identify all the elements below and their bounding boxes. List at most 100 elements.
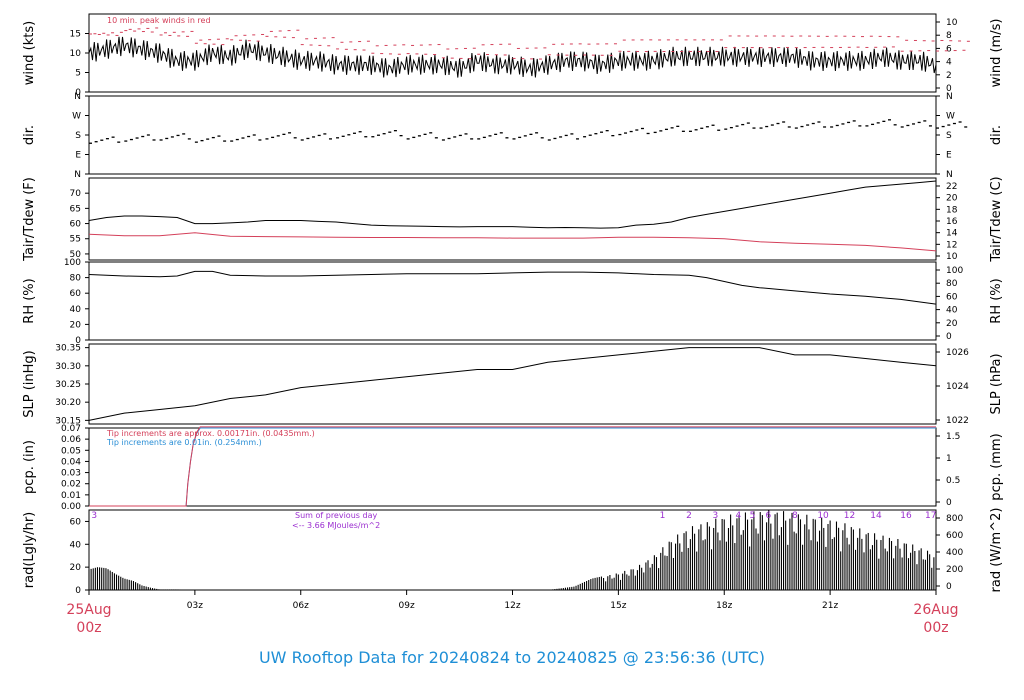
rad-hour-label: 2 <box>686 511 692 521</box>
ytick-label: 40 <box>70 305 82 315</box>
x-time-label: 00z <box>923 620 948 636</box>
peak-wind-mark <box>719 39 723 41</box>
ytick-label-right: 8 <box>946 31 952 41</box>
dir-point <box>865 125 869 127</box>
peak-wind-mark <box>547 54 551 56</box>
peak-wind-mark <box>340 41 344 43</box>
peak-wind-mark <box>411 44 415 46</box>
peak-wind-mark <box>794 47 798 49</box>
dir-point <box>752 127 756 129</box>
peak-wind-mark <box>486 54 490 56</box>
peak-wind-mark <box>591 54 595 56</box>
ytick-label: 20 <box>70 320 82 330</box>
ytick-label: 50 <box>70 250 82 260</box>
peak-wind-mark <box>93 33 97 35</box>
dir-point <box>588 134 592 136</box>
dir-point <box>694 129 698 131</box>
dir-point <box>464 133 468 135</box>
dir-point <box>293 137 297 139</box>
peak-wind-mark <box>574 54 578 56</box>
dir-point <box>282 133 286 135</box>
dir-point <box>947 124 951 126</box>
peak-wind-mark <box>261 33 265 35</box>
ytick-label: 0.07 <box>61 424 81 434</box>
dir-point <box>306 137 310 140</box>
panel-rh: 0 20 40 60 80 100 0 20 40 60 80 100 RH (%) RH (%) <box>22 258 1004 346</box>
dir-point <box>441 139 445 141</box>
peak-wind-mark <box>516 47 520 49</box>
panel-slp: 30.15 30.20 30.25 30.30 30.35 1022 1024 1026 SLP… <box>22 343 1004 426</box>
ytick-label-right: 0 <box>946 84 952 94</box>
peak-wind-mark <box>216 38 220 40</box>
series-line <box>88 232 937 252</box>
ytick-label-right: 1 <box>946 454 952 464</box>
panel-wind: 0 5 10 15 0 2 4 6 8 10 wind (kts) wind (m/s) 10 min.… <box>22 13 1004 98</box>
panel-frame <box>88 177 937 261</box>
ytick-label: 30.20 <box>55 398 81 408</box>
dir-point <box>89 142 92 144</box>
ytick-label-right: 16 <box>946 217 958 227</box>
peak-wind-mark <box>962 49 966 51</box>
dir-point <box>928 125 932 127</box>
ytick-label: 15 <box>70 30 81 40</box>
peak-wind-mark <box>675 39 679 41</box>
dir-point <box>711 124 715 126</box>
ylabel-left: Tair/Tdew (F) <box>22 177 37 262</box>
dir-point <box>364 136 368 138</box>
peak-wind-mark <box>508 43 512 45</box>
dir-point <box>187 138 191 140</box>
peak-wind-mark <box>375 45 379 47</box>
ytick-label-right: 1026 <box>946 348 969 358</box>
ytick-label: 80 <box>70 274 82 284</box>
dir-point <box>958 121 962 123</box>
dir-point <box>317 134 321 137</box>
dir-point <box>499 132 503 134</box>
dir-point <box>900 126 904 128</box>
dir-point <box>358 131 362 133</box>
peak-wind-mark <box>781 35 785 37</box>
dir-point <box>328 138 332 140</box>
ytick-label: 65 <box>70 204 81 214</box>
peak-wind-mark <box>534 47 538 49</box>
dir-point <box>806 124 810 126</box>
panel-frame <box>88 261 937 341</box>
peak-wind-mark <box>225 38 229 40</box>
peak-wind-mark <box>622 39 626 41</box>
xtick-label: 09z <box>399 601 415 611</box>
dir-point <box>583 136 587 138</box>
dir-point <box>817 121 821 123</box>
peak-wind-mark <box>856 46 860 48</box>
peak-wind-mark <box>662 50 666 52</box>
peak-wind-mark <box>274 36 278 38</box>
peak-wind-mark <box>896 36 900 38</box>
ytick-label-right: 40 <box>946 306 958 316</box>
ytick-label: N <box>74 92 81 102</box>
peak-wind-mark <box>613 43 617 45</box>
dir-point <box>194 141 198 143</box>
peak-wind-mark <box>874 46 878 48</box>
dir-point <box>624 132 628 134</box>
peak-wind-mark <box>909 50 913 52</box>
ytick-label-right: W <box>946 112 955 122</box>
peak-wind-mark <box>415 53 419 55</box>
ylabel-right: pcp. (mm) <box>989 433 1004 500</box>
dir-point <box>347 134 351 136</box>
peak-wind-mark <box>958 40 962 42</box>
peak-wind-mark <box>556 54 560 56</box>
peak-wind-mark <box>441 57 445 59</box>
peak-wind-mark <box>728 35 732 37</box>
ylabel-left: dir. <box>22 125 37 145</box>
panel-frame <box>88 95 937 175</box>
dir-point <box>241 137 245 139</box>
peak-wind-mark <box>490 44 494 46</box>
peak-wind-mark <box>922 40 926 42</box>
dir-point <box>312 136 316 138</box>
rad-hour-label: 10 <box>817 511 829 521</box>
dir-point <box>564 134 568 137</box>
peak-wind-mark <box>437 44 441 46</box>
peak-wind-mark <box>852 35 856 37</box>
xtick-label: 21z <box>822 601 838 611</box>
peak-wind-mark <box>746 35 750 37</box>
peak-wind-mark <box>649 39 653 41</box>
